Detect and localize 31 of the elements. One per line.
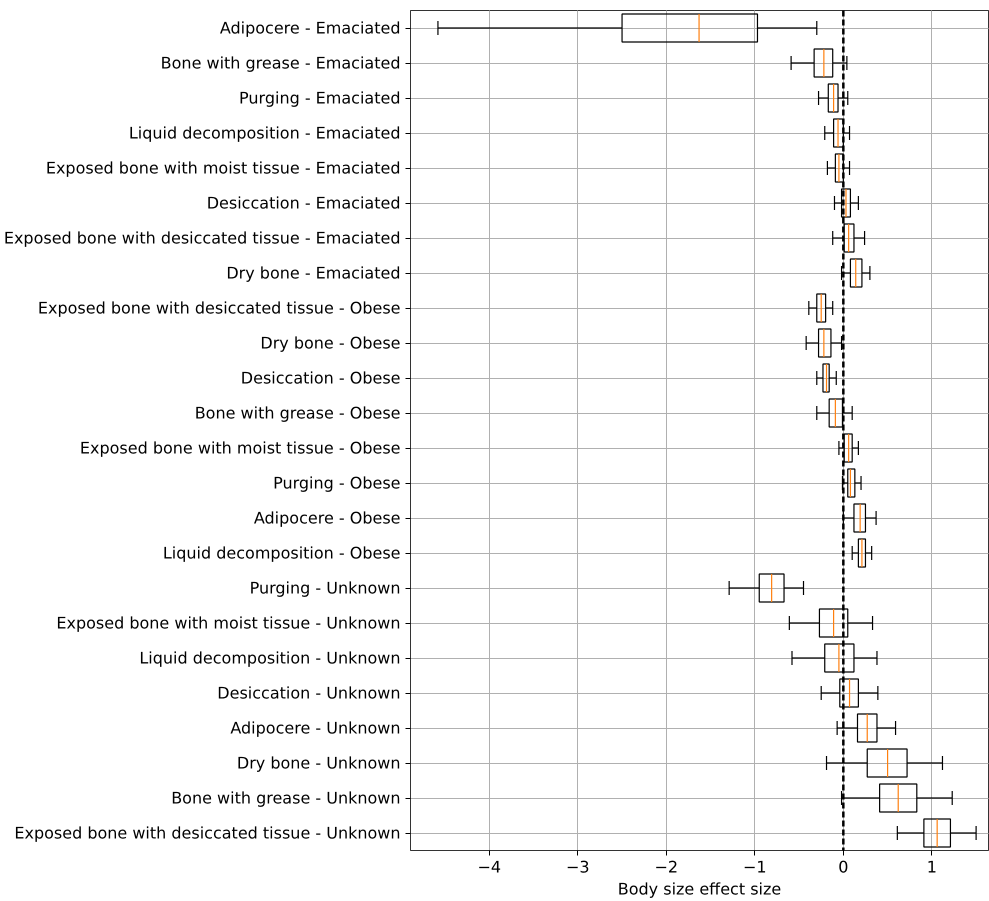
y-tick-label: Dry bone - Unknown [236, 754, 401, 772]
y-tick-label: Exposed bone with desiccated tissue - Obese [38, 298, 400, 318]
y-tick-label: Bone with grease - Unknown [171, 788, 400, 808]
y-tick-label: Liquid decomposition - Emaciated [128, 124, 400, 142]
x-tick-label: −1 [743, 858, 767, 876]
y-tick-label: Adipocere - Unknown [230, 718, 400, 738]
y-tick-label: Adipocere - Obese [254, 508, 400, 528]
y-tick-label: Exposed bone with moist tissue - Obese [80, 438, 401, 458]
y-tick-label: Exposed bone with moist tissue - Emaciated [46, 158, 401, 178]
x-tick-label: −3 [566, 858, 590, 876]
y-tick-label: Bone with grease - Emaciated [160, 54, 400, 72]
y-tick-label: Dry bone - Emaciated [226, 264, 401, 282]
y-tick-label: Adipocere - Emaciated [220, 18, 400, 38]
x-tick-label: −2 [654, 858, 678, 876]
y-tick-label: Bone with grease - Obese [194, 404, 400, 422]
y-tick-label: Purging - Unknown [250, 578, 400, 598]
y-tick-label: Liquid decomposition - Unknown [139, 648, 400, 668]
y-tick-label: Desiccation - Emaciated [206, 194, 401, 212]
y-tick-label: Purging - Emaciated [239, 88, 400, 108]
x-tick-label: 0 [838, 858, 848, 876]
y-tick-label: Purging - Obese [273, 474, 400, 492]
y-tick-label: Exposed bone with moist tissue - Unknown [56, 614, 401, 632]
x-tick-label: −4 [477, 858, 502, 876]
y-tick-label: Liquid decomposition - Obese [162, 544, 400, 562]
y-tick-label: Desiccation - Obese [240, 368, 401, 388]
y-tick-label: Exposed bone with desiccated tissue - Unknown [14, 824, 400, 842]
y-tick-label: Exposed bone with desiccated tissue - Emaciated [4, 228, 400, 248]
x-axis-title: Body size effect size [618, 880, 782, 898]
y-tick-label: Dry bone - Obese [260, 334, 401, 352]
x-tick-label: 1 [926, 858, 937, 876]
y-tick-label: Desiccation - Unknown [217, 684, 401, 702]
